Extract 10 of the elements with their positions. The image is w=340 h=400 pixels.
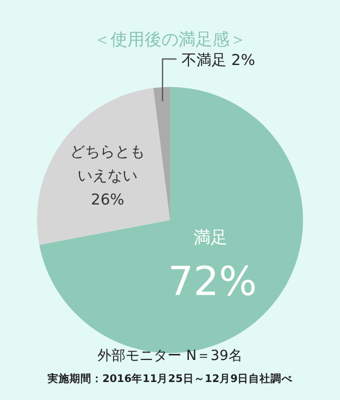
pie-slice: [153, 87, 170, 220]
text: 実施期間：2016年11月25日～12月9日自社調べ: [46, 372, 294, 385]
slice-label: 満足: [193, 228, 228, 248]
chart-title: ＜使用後の満足感＞: [94, 30, 246, 50]
slice-label: どちらともいえない: [70, 142, 146, 185]
pie-slice: [37, 88, 170, 245]
text: 外部モニター N＝39名: [98, 348, 242, 364]
slice-label: 不満足 2%: [182, 51, 256, 69]
data-label: 26%: [90, 190, 124, 209]
data-label: 72%: [168, 258, 257, 305]
